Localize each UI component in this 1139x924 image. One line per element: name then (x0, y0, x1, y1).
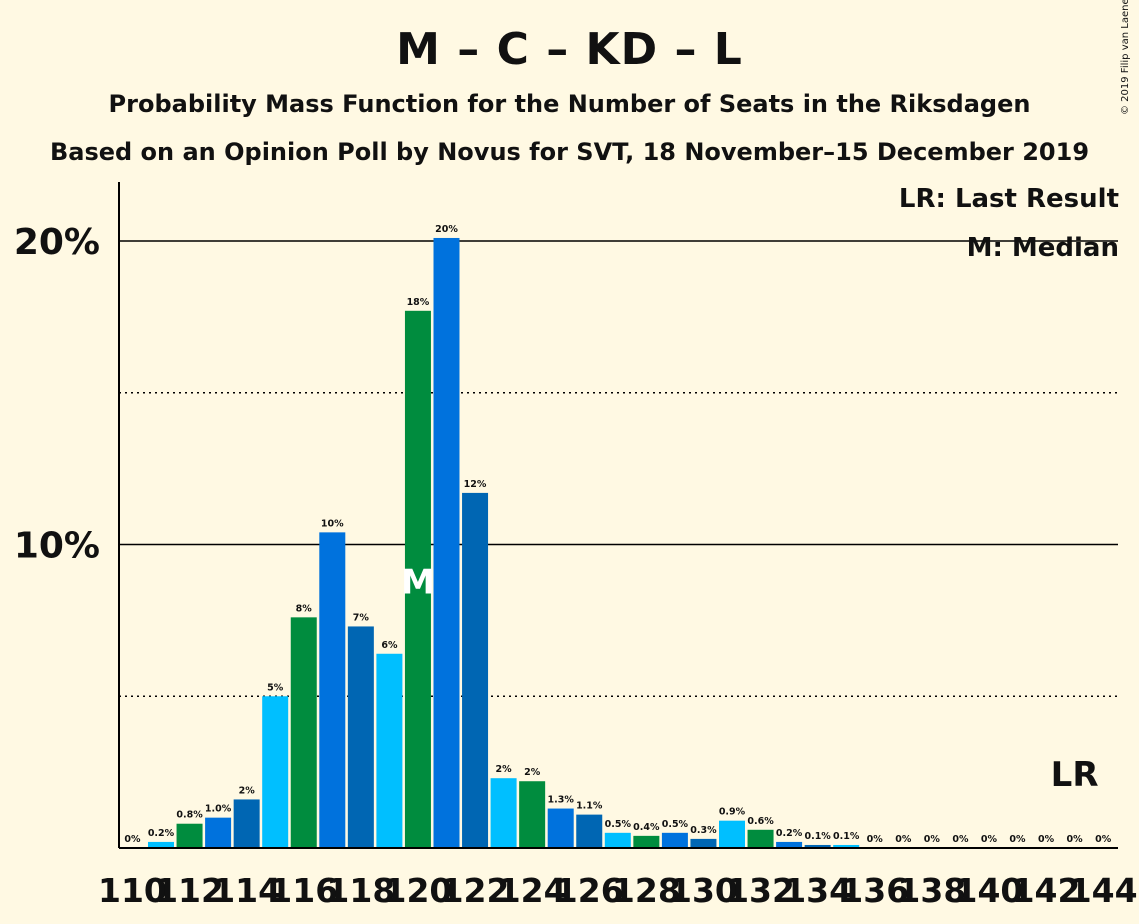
x-tick-label: 136 (840, 871, 909, 910)
y-tick-label: 10% (14, 526, 100, 567)
bar (633, 835, 660, 848)
chart-title: M – C – KD – L (396, 24, 743, 75)
bar-value-label: 6% (381, 640, 398, 651)
bar-value-label: 0.6% (747, 816, 774, 827)
bar-value-label: 8% (296, 603, 313, 614)
bar-value-label: 0.5% (662, 819, 689, 830)
bar-value-label: 10% (321, 518, 344, 529)
bar-value-label: 12% (464, 479, 487, 490)
x-tick-label: 120 (384, 871, 453, 910)
bar-value-label: 0% (1067, 834, 1084, 845)
bar (604, 832, 631, 848)
bar (433, 237, 460, 849)
bar-value-label: 7% (353, 612, 370, 623)
x-tick-label: 140 (955, 871, 1024, 910)
x-tick-label: 128 (612, 871, 681, 910)
bar (804, 844, 831, 848)
chart-subtitle: Probability Mass Function for the Number… (108, 90, 1031, 118)
bar (148, 841, 174, 848)
chart-subtitle-source: Based on an Opinion Poll by Novus for SV… (49, 138, 1090, 166)
x-tick-label: 142 (1012, 871, 1081, 910)
x-tick-label: 110 (98, 871, 167, 910)
bar (719, 820, 745, 848)
bar-value-label: 0.2% (148, 828, 175, 839)
y-tick-label: 20% (14, 222, 100, 263)
bar-value-label: 5% (267, 682, 284, 693)
bar-value-label: 1.1% (576, 801, 603, 812)
x-tick-label: 116 (269, 871, 338, 910)
x-tick-label: 132 (726, 871, 795, 910)
bar (319, 532, 346, 848)
x-tick-label: 144 (1069, 871, 1138, 910)
bar-value-label: 0.1% (833, 831, 860, 842)
bar-value-label: 0% (895, 834, 912, 845)
x-tick-label: 112 (155, 871, 224, 910)
bar (262, 696, 289, 848)
bar (347, 626, 374, 848)
bar-value-label: 0% (1009, 834, 1026, 845)
bar (690, 838, 717, 848)
bar (290, 617, 317, 848)
bar (176, 823, 203, 848)
median-marker: M (401, 562, 435, 602)
x-tick-label: 118 (326, 871, 395, 910)
x-tick-label: 130 (669, 871, 738, 910)
bar (576, 814, 603, 848)
bar-value-label: 2% (239, 785, 256, 796)
x-tick-label: 134 (783, 871, 852, 910)
bar (519, 781, 546, 848)
bar-value-label: 0% (1095, 834, 1112, 845)
bar-value-label: 20% (435, 224, 458, 235)
bar-value-label: 0.1% (804, 831, 831, 842)
bar-value-label: 0% (981, 834, 998, 845)
x-tick-label: 138 (897, 871, 966, 910)
bar-value-label: 1.0% (205, 804, 232, 815)
x-tick-label: 124 (498, 871, 567, 910)
bar-value-label: 0.2% (776, 828, 803, 839)
bar-value-label: 0.3% (690, 825, 717, 836)
bar-value-label: 0% (924, 834, 941, 845)
bar (376, 653, 403, 848)
bar (205, 817, 232, 848)
bar-value-label: 0% (124, 834, 141, 845)
bar (490, 778, 517, 848)
bar (833, 844, 860, 848)
bar-value-label: 0.9% (719, 807, 746, 818)
bar (462, 492, 489, 848)
bar (747, 829, 774, 848)
bar-value-label: 0% (867, 834, 884, 845)
bar-value-label: 0.8% (176, 810, 203, 821)
bar-value-label: 1.3% (548, 795, 575, 806)
bar-value-label: 18% (407, 297, 430, 308)
bar-value-label: 0.4% (633, 822, 660, 833)
legend-last-result: LR: Last Result (898, 184, 1119, 214)
bar-value-label: 0% (1038, 834, 1055, 845)
bar (233, 799, 260, 848)
last-result-marker: LR (1051, 755, 1099, 795)
x-tick-label: 126 (555, 871, 624, 910)
bar-value-label: 0.5% (605, 819, 632, 830)
bar (404, 310, 431, 848)
bar-value-label: 2% (496, 764, 513, 775)
bar (547, 808, 574, 848)
legend-median: M: Median (966, 233, 1119, 263)
bar-value-label: 0% (952, 834, 969, 845)
bar-value-label: 2% (524, 767, 541, 778)
x-tick-label: 114 (212, 871, 281, 910)
bar (661, 832, 688, 848)
bar (776, 841, 803, 848)
x-tick-label: 122 (441, 871, 510, 910)
